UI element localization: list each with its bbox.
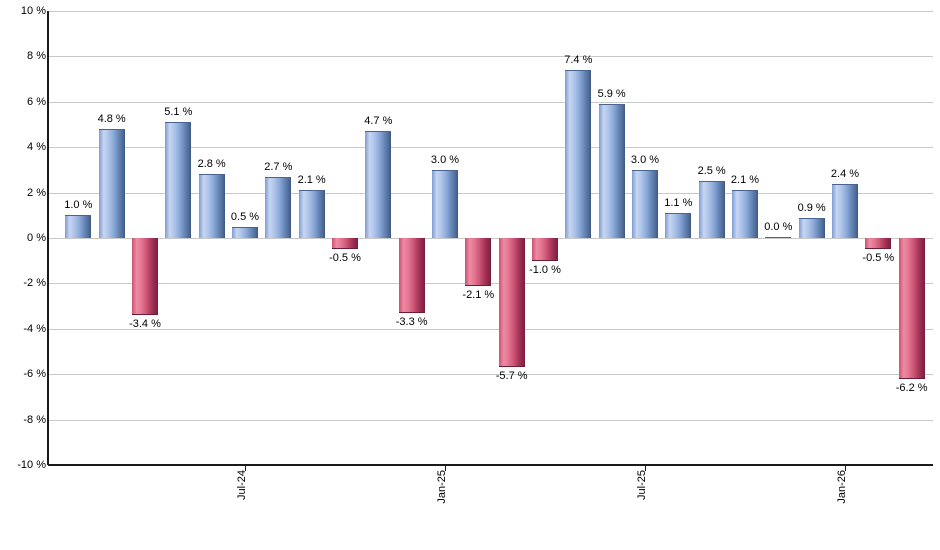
bar[interactable]	[398, 238, 425, 313]
bar[interactable]	[465, 238, 492, 286]
bar[interactable]	[231, 226, 258, 238]
y-axis-line	[47, 11, 49, 465]
bar[interactable]	[865, 238, 892, 250]
x-axis-tick-label: Jan-26	[835, 470, 848, 504]
bar-value-label: 4.7 %	[364, 115, 393, 128]
bar-value-label: 7.4 %	[564, 54, 593, 67]
bar[interactable]	[831, 183, 858, 238]
bar-value-label: 5.9 %	[597, 88, 626, 101]
bar[interactable]	[165, 122, 192, 238]
gridline	[48, 374, 933, 376]
gridline	[48, 101, 933, 103]
bar[interactable]	[298, 190, 325, 238]
bar[interactable]	[331, 238, 358, 250]
x-axis-tick	[244, 465, 246, 471]
bar[interactable]	[765, 236, 792, 238]
bar-value-label: 4.8 %	[97, 113, 126, 126]
gridline	[48, 419, 933, 421]
bar-value-label: 3.0 %	[630, 153, 660, 166]
bar-value-label: -5.7 %	[495, 370, 528, 383]
y-axis-tick-label: 6 %	[27, 95, 46, 108]
bar-value-label: 2.1 %	[730, 174, 760, 187]
bar-value-label: 2.7 %	[264, 160, 293, 173]
bar[interactable]	[131, 238, 158, 316]
y-axis-tick-label: -4 %	[23, 322, 46, 335]
bar-value-label: 3.0 %	[430, 153, 460, 166]
bar-value-label: -2.1 %	[462, 288, 495, 301]
bar-value-label: -6.2 %	[895, 381, 928, 394]
bar[interactable]	[598, 104, 625, 238]
y-axis-tick-label: 2 %	[27, 186, 46, 199]
bar[interactable]	[198, 174, 225, 238]
bar[interactable]	[798, 217, 825, 238]
bar[interactable]	[98, 129, 125, 238]
bar-value-label: -0.5 %	[862, 252, 895, 265]
y-axis-tick-label: 4 %	[27, 141, 46, 154]
bar-value-label: 1.0 %	[64, 199, 93, 212]
bar[interactable]	[431, 169, 458, 238]
bar-value-label: 1.1 %	[664, 197, 693, 210]
bar[interactable]	[65, 215, 92, 238]
x-axis-tick-label: Jan-25	[435, 470, 448, 504]
bar-value-label: 0.0 %	[764, 220, 793, 233]
x-axis-line	[48, 464, 933, 466]
gridline	[48, 56, 933, 58]
x-axis-tick	[444, 465, 446, 471]
bar[interactable]	[498, 238, 525, 368]
y-axis-tick-label: -2 %	[23, 277, 46, 290]
bar-value-label: -1.0 %	[529, 263, 561, 276]
bar[interactable]	[698, 181, 725, 238]
x-axis-tick	[844, 465, 846, 471]
x-axis-tick	[644, 465, 646, 471]
bar[interactable]	[731, 190, 758, 238]
y-axis-tick-label: -10 %	[17, 459, 46, 471]
bar-value-label: -3.4 %	[129, 318, 161, 331]
gridline	[48, 328, 933, 330]
bar-value-label: -3.3 %	[395, 315, 428, 328]
bar[interactable]	[631, 169, 658, 238]
bar-value-label: -0.5 %	[329, 252, 361, 265]
bar-value-label: 2.8 %	[197, 158, 226, 171]
bar[interactable]	[565, 70, 592, 238]
y-axis-tick-label: 0 %	[27, 232, 46, 244]
bar-value-label: 2.4 %	[830, 167, 860, 180]
bar-value-label: 0.5 %	[230, 210, 260, 223]
y-axis-tick-label: 10 %	[20, 5, 46, 17]
x-axis-tick-label: Jul-25	[635, 470, 648, 500]
x-axis-tick-label: Jul-24	[235, 470, 248, 500]
bar-value-label: 2.5 %	[697, 165, 726, 178]
y-axis-tick-label: -6 %	[23, 368, 46, 381]
y-axis-tick-label: 8 %	[27, 50, 46, 63]
gridline	[48, 192, 933, 194]
gridline	[48, 11, 933, 12]
bar-value-label: 0.9 %	[797, 201, 826, 214]
bar-value-label: 5.1 %	[164, 106, 193, 119]
bar[interactable]	[365, 131, 392, 238]
bar[interactable]	[665, 213, 692, 238]
bar[interactable]	[898, 238, 925, 379]
bar-value-label: 2.1 %	[297, 174, 326, 187]
gridline	[48, 147, 933, 149]
bar[interactable]	[265, 176, 292, 238]
bar[interactable]	[531, 238, 558, 261]
y-axis-tick-label: -8 %	[23, 413, 46, 426]
